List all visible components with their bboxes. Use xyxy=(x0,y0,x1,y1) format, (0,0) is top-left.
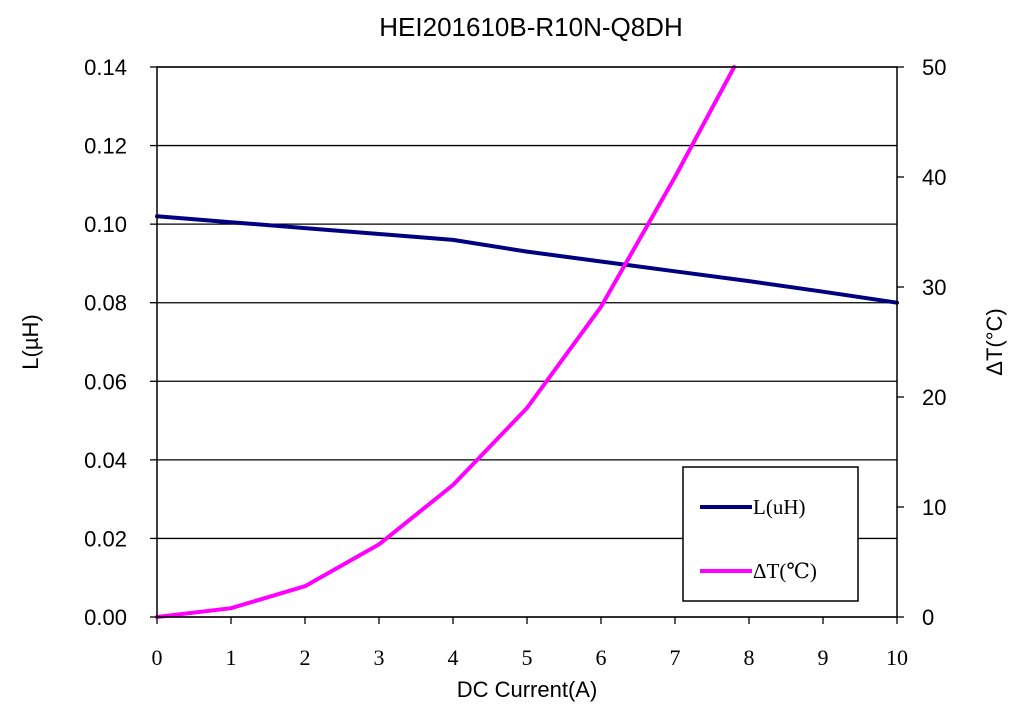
series-lines xyxy=(155,65,899,619)
y-right-tick-label-2: 20 xyxy=(922,385,946,410)
x-tick-label-1: 1 xyxy=(226,645,237,670)
x-tick-label-6: 6 xyxy=(596,645,607,670)
y-right-tick-label-5: 50 xyxy=(922,55,946,80)
y-right-tick-label-3: 30 xyxy=(922,275,946,300)
x-tick-label-7: 7 xyxy=(670,645,681,670)
y-left-tick-label-3: 0.06 xyxy=(84,369,127,394)
x-tick-label-10: 10 xyxy=(886,645,908,670)
y-right-tick-label-4: 40 xyxy=(922,165,946,190)
series-line-temperature xyxy=(155,65,737,619)
legend: L(uH) ΔT(℃) xyxy=(682,466,859,602)
x-tick-label-3: 3 xyxy=(374,645,385,670)
y-left-tick-label-2: 0.04 xyxy=(84,448,127,473)
y-left-tick-label-0: 0.00 xyxy=(84,605,127,630)
x-tick-label-8: 8 xyxy=(744,645,755,670)
x-tick-label-9: 9 xyxy=(818,645,829,670)
y-right-axis-ticks: 0 10 20 30 40 50 xyxy=(897,55,946,630)
y-right-tick-label-0: 0 xyxy=(922,605,934,630)
x-axis-ticks: 0 1 2 3 4 5 6 7 8 9 10 xyxy=(152,617,908,670)
y-right-axis-label: ΔT(°C) xyxy=(982,308,1007,375)
series-line-inductance xyxy=(155,214,899,305)
legend-label-temperature: ΔT(℃) xyxy=(753,559,817,583)
x-tick-label-2: 2 xyxy=(300,645,311,670)
chart-title: HEI201610B-R10N-Q8DH xyxy=(379,12,682,42)
y-left-axis-label: L(µH) xyxy=(18,314,43,369)
y-left-tick-label-7: 0.14 xyxy=(84,55,127,80)
y-right-tick-label-1: 10 xyxy=(922,495,946,520)
y-left-axis-ticks: 0.00 0.02 0.04 0.06 0.08 0.10 0.12 0.14 xyxy=(84,55,157,630)
legend-box xyxy=(682,466,859,602)
x-axis-label: DC Current(A) xyxy=(457,677,598,702)
x-tick-label-4: 4 xyxy=(448,645,459,670)
y-left-tick-label-6: 0.12 xyxy=(84,134,127,159)
y-left-tick-label-1: 0.02 xyxy=(84,526,127,551)
y-left-tick-label-4: 0.08 xyxy=(84,291,127,316)
y-left-tick-label-5: 0.10 xyxy=(84,212,127,237)
legend-label-inductance: L(uH) xyxy=(753,495,805,519)
x-tick-label-5: 5 xyxy=(522,645,533,670)
x-tick-label-0: 0 xyxy=(152,645,163,670)
